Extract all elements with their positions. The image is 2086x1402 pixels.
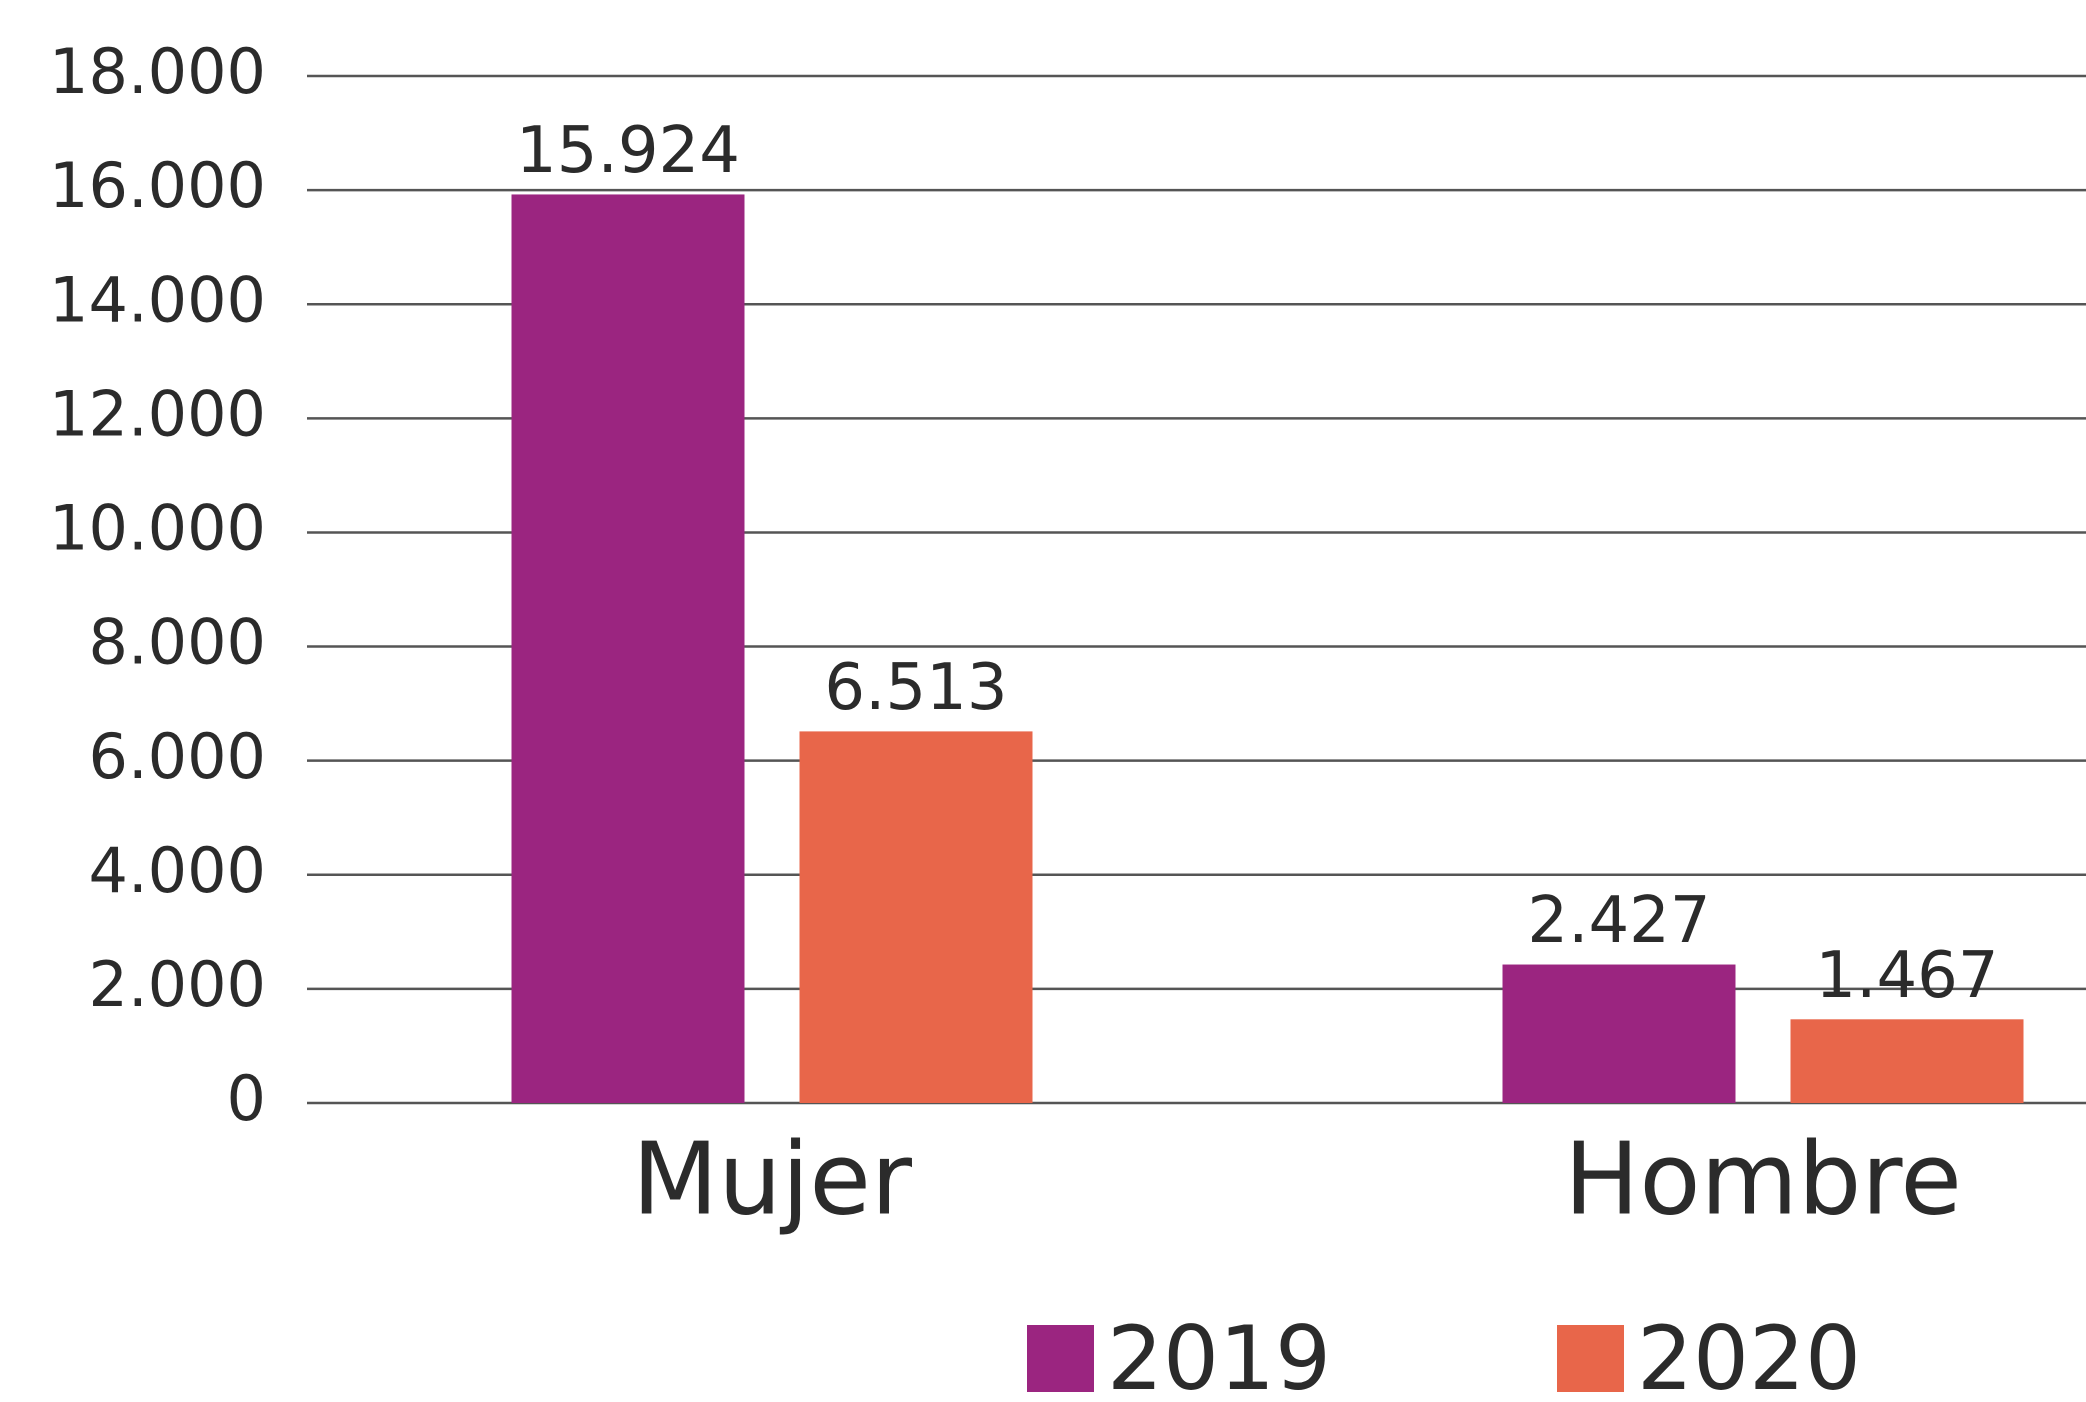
legend-label: 2019 [1107,1307,1331,1402]
value-label: 2.427 [1527,884,1710,958]
legend-swatch [1027,1325,1094,1392]
legend-label: 2020 [1637,1307,1861,1402]
x-tick-label: Hombre [1564,1120,1962,1237]
value-label: 6.513 [824,651,1007,725]
y-tick-label: 8.000 [89,606,267,679]
bar [1502,964,1736,1103]
y-tick-label: 4.000 [89,834,267,907]
y-tick-label: 16.000 [49,149,266,222]
y-tick-label: 14.000 [49,263,266,336]
x-tick-label: Mujer [632,1120,913,1237]
y-tick-label: 0 [227,1062,266,1135]
value-label: 15.924 [516,114,740,188]
legend-swatch [1557,1325,1624,1392]
y-tick-label: 6.000 [89,720,267,793]
y-tick-label: 12.000 [49,377,266,450]
bar [511,194,745,1103]
y-tick-label: 10.000 [49,492,266,565]
value-label: 1.467 [1815,939,1998,1013]
y-tick-label: 18.000 [49,35,266,108]
y-tick-label: 2.000 [89,948,267,1021]
bar [1790,1019,2024,1103]
bar [799,731,1033,1103]
